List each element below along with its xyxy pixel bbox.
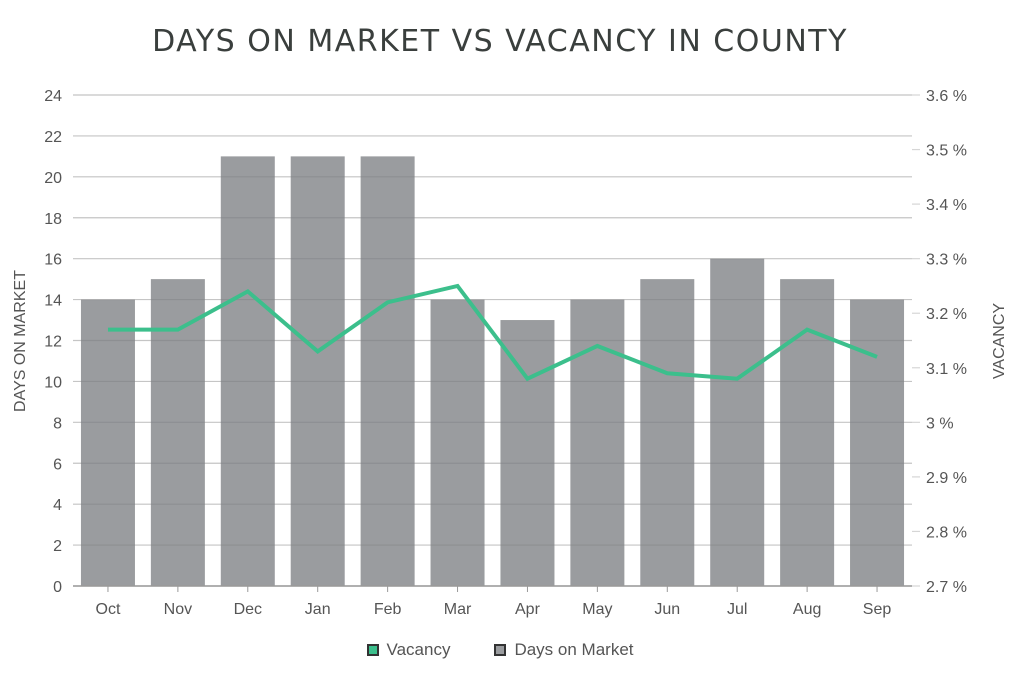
right-tick-label: 3 % [926, 415, 954, 432]
legend-label-days: Days on Market [514, 640, 634, 659]
left-tick-label: 16 [44, 252, 62, 269]
x-tick-label: Aug [793, 601, 821, 618]
vacancy-swatch-icon [366, 644, 379, 656]
left-axis-title: DAYS ON MARKET [12, 270, 29, 412]
right-tick-label: 3.6 % [926, 88, 967, 105]
x-tick-label: Mar [444, 601, 472, 618]
bar-series-days-on-market [73, 94, 912, 586]
right-tick-label: 3.4 % [926, 197, 967, 214]
bar-sep[interactable] [850, 299, 905, 586]
bar-mar[interactable] [430, 299, 485, 586]
legend-label-vacancy: Vacancy [386, 640, 451, 659]
bar-dec[interactable] [220, 156, 275, 586]
left-tick-label: 12 [44, 334, 62, 351]
left-tick-label: 20 [44, 170, 62, 187]
left-tick-label: 10 [44, 374, 62, 391]
left-tick-label: 18 [44, 211, 62, 228]
days-swatch-icon [494, 644, 507, 656]
x-tick-label: Sep [863, 601, 892, 618]
chart-title: DAYS ON MARKET VS VACANCY IN COUNTY [152, 24, 848, 59]
x-tick-label: Jan [305, 601, 331, 618]
right-tick-label: 2.8 % [926, 524, 967, 541]
left-tick-label: 0 [53, 579, 62, 596]
right-tick-label: 2.7 % [926, 579, 967, 596]
x-axis: Oct Nov Dec Jan Feb Mar Apr May Jun Jul Aug Sep [73, 585, 912, 618]
line-series-vacancy [107, 283, 878, 382]
right-axis-title: VACANCY [991, 303, 1008, 379]
bar-nov[interactable] [150, 279, 205, 586]
right-tick-label: 3.1 % [926, 361, 967, 378]
bar-aug[interactable] [780, 279, 835, 586]
chart-legend: Vacancy Days on Market [0, 640, 1000, 660]
right-tick-label: 2.9 % [926, 470, 967, 487]
legend-item-days-on-market[interactable]: Days on Market [494, 640, 634, 660]
left-tick-label: 2 [53, 538, 62, 555]
bar-apr[interactable] [500, 320, 555, 586]
left-tick-label: 6 [53, 456, 62, 473]
right-tick-label: 3.5 % [926, 143, 967, 160]
gridlines [73, 94, 912, 587]
vacancy-line[interactable] [107, 283, 878, 382]
left-tick-label: 24 [44, 88, 62, 105]
bar-jun[interactable] [640, 279, 695, 586]
x-tick-label: Jun [654, 601, 680, 618]
bar-feb[interactable] [360, 156, 415, 586]
x-tick-label: May [582, 601, 612, 618]
x-tick-label: Apr [515, 601, 541, 618]
x-tick-label: Dec [234, 601, 262, 618]
left-tick-label: 4 [53, 497, 62, 514]
right-tick-label: 3.2 % [926, 306, 967, 323]
left-tick-label: 8 [53, 415, 62, 432]
x-tick-label: Jul [727, 601, 747, 618]
left-tick-label: 14 [44, 293, 62, 310]
bar-jul[interactable] [710, 258, 765, 586]
right-y-axis: 2.7 % 2.8 % 2.9 % 3 % 3.1 % 3.2 % 3.3 % 3.4 % 3.… [912, 88, 967, 596]
left-tick-label: 22 [44, 129, 62, 146]
bar-oct[interactable] [80, 299, 135, 586]
bar-may[interactable] [570, 299, 625, 586]
legend-item-vacancy[interactable]: Vacancy [366, 640, 451, 660]
x-tick-label: Oct [96, 601, 121, 618]
bar-jan[interactable] [290, 156, 345, 586]
x-tick-label: Nov [164, 601, 192, 618]
x-tick-label: Feb [374, 601, 402, 618]
right-tick-label: 3.3 % [926, 252, 967, 269]
